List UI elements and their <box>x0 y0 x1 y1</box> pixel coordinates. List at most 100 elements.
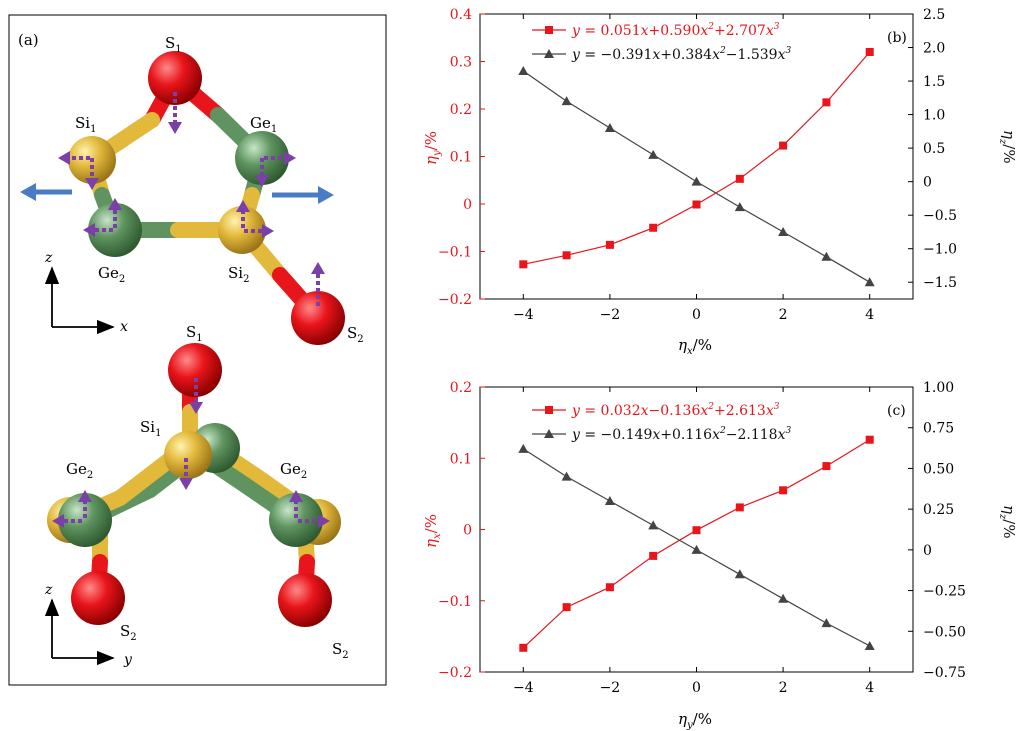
data-point-triangle <box>648 149 659 159</box>
data-point-square <box>519 643 528 652</box>
panel-c-ylabel-right: ηz/% <box>997 505 1018 539</box>
data-point-triangle <box>864 640 875 650</box>
data-point-triangle <box>734 202 745 212</box>
panel-b-ylabel-right: ηz/% <box>997 130 1018 164</box>
label-si1-side: Si1 <box>140 418 161 439</box>
data-point-triangle <box>561 471 572 481</box>
panel-c-legend-black: y = −0.149x+0.116x2−2.118x3 <box>571 426 791 443</box>
data-point-square <box>562 603 571 612</box>
atom-si1-side <box>164 431 212 479</box>
y-left-tick-label: −0.1 <box>438 245 472 261</box>
data-point-square <box>519 260 528 269</box>
y-right-tick-label: −0.25 <box>923 584 966 600</box>
data-point-square <box>692 526 701 535</box>
data-point-square <box>735 503 744 512</box>
strain-arrows <box>20 183 334 204</box>
data-point-triangle <box>778 226 789 236</box>
x-tick-label: 2 <box>779 680 788 696</box>
x-tick-label: −2 <box>600 307 621 323</box>
y-right-tick-label: 2.5 <box>923 7 945 23</box>
y-left-tick-label: −0.1 <box>438 594 472 610</box>
label-si1-top: Si1 <box>75 114 96 135</box>
atom-si2-top <box>218 206 266 254</box>
panel-b-legend: y = 0.051x+0.590x2+2.707x3 y = −0.391x+0… <box>532 22 791 63</box>
data-point-triangle <box>691 176 702 186</box>
data-point-square <box>605 583 614 592</box>
x-tick-label: −4 <box>513 307 534 323</box>
data-point-triangle <box>648 520 659 530</box>
data-point-triangle <box>604 496 615 505</box>
y-left-tick-label: 0 <box>463 197 472 213</box>
data-point-triangle <box>864 277 875 287</box>
data-point-triangle <box>518 66 529 75</box>
y-right-tick-label: 0.75 <box>923 421 954 437</box>
panel-c-legend: y = 0.032x−0.136x2+2.613x3 y = −0.149x+0… <box>532 402 791 443</box>
y-right-tick-label: 1.5 <box>923 74 945 90</box>
label-s2-top: S2 <box>347 324 364 345</box>
legend-marker-square <box>545 26 553 34</box>
y-left-tick-label: 0.4 <box>450 7 472 23</box>
axes-top-view: z x <box>44 250 128 335</box>
panel-a-structure: (a) S1 Si1 Ge1 Ge2 Si2 S2 <box>8 14 387 686</box>
panel-b-ylabel-left: ηy/% <box>422 131 443 165</box>
y-right-tick-label: 0.25 <box>923 502 954 518</box>
atom-s2b-side <box>278 573 332 627</box>
panel-b-xlabel: ηx/% <box>678 336 712 357</box>
panel-b-legend-red: y = 0.051x+0.590x2+2.707x3 <box>571 22 780 39</box>
x-tick-label: 0 <box>692 307 701 323</box>
panel-c-chart: (c) y = 0.032x−0.136x2+2.613x3 y = −0.14… <box>422 380 1018 731</box>
data-point-triangle <box>691 544 702 554</box>
panel-b-chart: (b) y = 0.051x+0.590x2+2.707x3 y = −0.39… <box>422 7 1018 357</box>
y-left-tick-label: −0.2 <box>438 292 472 308</box>
axis-y-side: y <box>123 652 133 668</box>
label-ge2-top: Ge2 <box>98 264 125 285</box>
data-point-square <box>779 486 788 495</box>
axis-x-top: x <box>120 319 128 335</box>
data-point-square <box>779 141 788 150</box>
x-tick-label: 4 <box>865 307 874 323</box>
series-line-1 <box>522 70 871 283</box>
data-point-square <box>649 223 658 232</box>
label-ge1-top: Ge1 <box>250 114 277 135</box>
axis-z-top: z <box>44 250 53 266</box>
axes-side-view: z y <box>44 582 133 668</box>
data-point-triangle <box>561 96 572 106</box>
data-point-square <box>822 462 831 471</box>
label-s1-side: S1 <box>186 323 203 344</box>
atom-s1-side <box>168 343 222 397</box>
atom-ge2a-side <box>58 493 112 547</box>
label-s2a-side: S2 <box>120 622 137 643</box>
label-ge2a-side: Ge2 <box>66 460 93 481</box>
y-left-tick-label: 0.1 <box>450 451 472 467</box>
y-right-tick-label: −0.50 <box>923 624 966 640</box>
x-tick-label: −4 <box>513 680 534 696</box>
y-left-tick-label: −0.2 <box>438 665 472 681</box>
data-point-triangle <box>604 123 615 132</box>
data-point-triangle <box>821 618 832 628</box>
panel-c-ylabel-left: ηx/% <box>422 514 443 548</box>
y-right-tick-label: 0 <box>923 543 932 559</box>
y-left-tick-label: 0.2 <box>450 380 472 396</box>
y-right-tick-label: −0.75 <box>923 665 966 681</box>
y-left-tick-label: 0 <box>463 523 472 539</box>
atom-ge2b-side <box>269 493 323 547</box>
panel-b-legend-black: y = −0.391x+0.384x2−1.539x3 <box>571 46 791 63</box>
x-tick-label: 4 <box>865 680 874 696</box>
y-right-tick-label: 0.5 <box>923 141 945 157</box>
panel-c-plot-area: −4 −2 0 2 4 −0.2 −0.1 0 0.1 0.2 −0.75 −0.50 −0.25 0 0.… <box>438 380 966 696</box>
y-right-tick-label: 1.00 <box>923 380 954 396</box>
displacement-arrows-side <box>52 378 330 528</box>
label-s1-top: S1 <box>165 34 182 55</box>
data-point-triangle <box>518 443 529 453</box>
y-right-tick-label: 2.0 <box>923 41 945 57</box>
y-right-tick-label: 0.50 <box>923 461 954 477</box>
legend-marker-triangle <box>544 49 554 58</box>
data-point-square <box>605 240 614 249</box>
series-line-0 <box>522 439 871 649</box>
y-right-tick-label: 0 <box>923 175 932 191</box>
y-right-tick-label: −0.5 <box>923 208 957 224</box>
displacement-arrows-top <box>58 92 325 306</box>
panel-c-xlabel: ηy/% <box>678 710 712 731</box>
panel-a-label: (a) <box>18 31 39 49</box>
